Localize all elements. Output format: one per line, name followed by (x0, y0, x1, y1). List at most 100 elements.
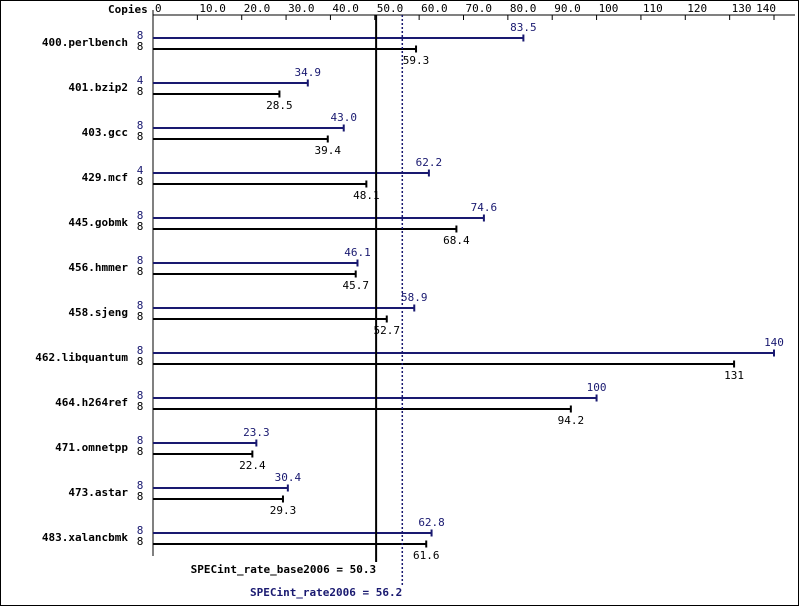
value-label: 39.4 (315, 144, 342, 157)
x-tick-label: 50.0 (377, 2, 404, 15)
bar (153, 135, 329, 143)
value-label: 83.5 (510, 21, 537, 34)
bar (153, 439, 258, 447)
x-tick-label: 70.0 (466, 2, 493, 15)
x-tick-label: 10.0 (199, 2, 226, 15)
x-tick-label: 100 (599, 2, 619, 15)
copies-label: 8 (137, 535, 144, 548)
bar (153, 180, 368, 188)
value-label: 34.9 (295, 66, 322, 79)
x-tick-label: 120 (687, 2, 707, 15)
copies-label: 8 (137, 299, 144, 312)
category-label: 464.h264ref (55, 396, 128, 409)
copies-label: 8 (137, 220, 144, 233)
copies-label: 8 (137, 490, 144, 503)
x-tick-label: 40.0 (332, 2, 359, 15)
bar (153, 529, 433, 537)
bar (153, 124, 345, 132)
copies-label: 8 (137, 389, 144, 402)
bar (153, 34, 525, 42)
value-label: 74.6 (471, 201, 498, 214)
value-label: 46.1 (344, 246, 371, 259)
copies-label: 8 (137, 400, 144, 413)
category-label: 429.mcf (82, 171, 128, 184)
value-label: 140 (764, 336, 784, 349)
copies-label: 8 (137, 29, 144, 42)
copies-header: Copies (108, 3, 148, 16)
bar (153, 484, 289, 492)
category-label: 401.bzip2 (68, 81, 128, 94)
copies-label: 8 (137, 119, 144, 132)
bar (153, 225, 458, 233)
copies-label: 8 (137, 479, 144, 492)
reference-label: SPECint_rate2006 = 56.2 (250, 586, 402, 599)
bar (153, 79, 309, 87)
x-tick-label: 130 (732, 2, 752, 15)
value-label: 58.9 (401, 291, 428, 304)
value-label: 22.4 (239, 459, 266, 472)
bar (153, 270, 357, 278)
value-label: 62.2 (416, 156, 443, 169)
value-label: 62.8 (418, 516, 445, 529)
copies-label: 8 (137, 254, 144, 267)
category-label: 473.astar (68, 486, 128, 499)
bar (153, 394, 598, 402)
copies-label: 8 (137, 434, 144, 447)
x-tick-label: 60.0 (421, 2, 448, 15)
x-tick-label: 0 (155, 2, 162, 15)
bar (153, 259, 359, 267)
value-label: 43.0 (330, 111, 357, 124)
bar (153, 90, 281, 98)
value-label: 94.2 (558, 414, 585, 427)
category-label: 458.sjeng (68, 306, 128, 319)
copies-label: 8 (137, 524, 144, 537)
value-label: 100 (587, 381, 607, 394)
value-label: 23.3 (243, 426, 270, 439)
copies-label: 4 (137, 164, 144, 177)
copies-label: 8 (137, 40, 144, 53)
category-label: 483.xalancbmk (42, 531, 128, 544)
reference-label: SPECint_rate_base2006 = 50.3 (191, 563, 376, 576)
copies-label: 8 (137, 209, 144, 222)
x-tick-label: 80.0 (510, 2, 537, 15)
copies-label: 8 (137, 344, 144, 357)
bar (153, 169, 430, 177)
category-label: 462.libquantum (35, 351, 128, 364)
value-label: 131 (724, 369, 744, 382)
category-label: 471.omnetpp (55, 441, 128, 454)
category-label: 445.gobmk (68, 216, 128, 229)
value-label: 61.6 (413, 549, 440, 562)
copies-label: 4 (137, 74, 144, 87)
copies-label: 8 (137, 175, 144, 188)
category-label: 403.gcc (82, 126, 128, 139)
value-label: 48.1 (353, 189, 380, 202)
value-label: 28.5 (266, 99, 293, 112)
value-label: 29.3 (270, 504, 297, 517)
bar (153, 315, 388, 323)
bar (153, 349, 775, 357)
bar (153, 214, 485, 222)
value-label: 59.3 (403, 54, 430, 67)
x-tick-label: 30.0 (288, 2, 315, 15)
category-label: 400.perlbench (42, 36, 128, 49)
bar (153, 45, 418, 53)
value-label: 30.4 (275, 471, 302, 484)
category-label: 456.hmmer (68, 261, 128, 274)
copies-label: 8 (137, 85, 144, 98)
bar (153, 450, 254, 458)
value-label: 68.4 (443, 234, 470, 247)
x-tick-label: 20.0 (244, 2, 271, 15)
value-label: 45.7 (342, 279, 369, 292)
copies-label: 8 (137, 265, 144, 278)
x-tick-label: 140 (756, 2, 776, 15)
copies-label: 8 (137, 310, 144, 323)
value-label: 52.7 (374, 324, 401, 337)
bar (153, 405, 572, 413)
copies-label: 8 (137, 130, 144, 143)
copies-label: 8 (137, 445, 144, 458)
bar (153, 304, 416, 312)
x-tick-label: 110 (643, 2, 663, 15)
bar (153, 540, 428, 548)
